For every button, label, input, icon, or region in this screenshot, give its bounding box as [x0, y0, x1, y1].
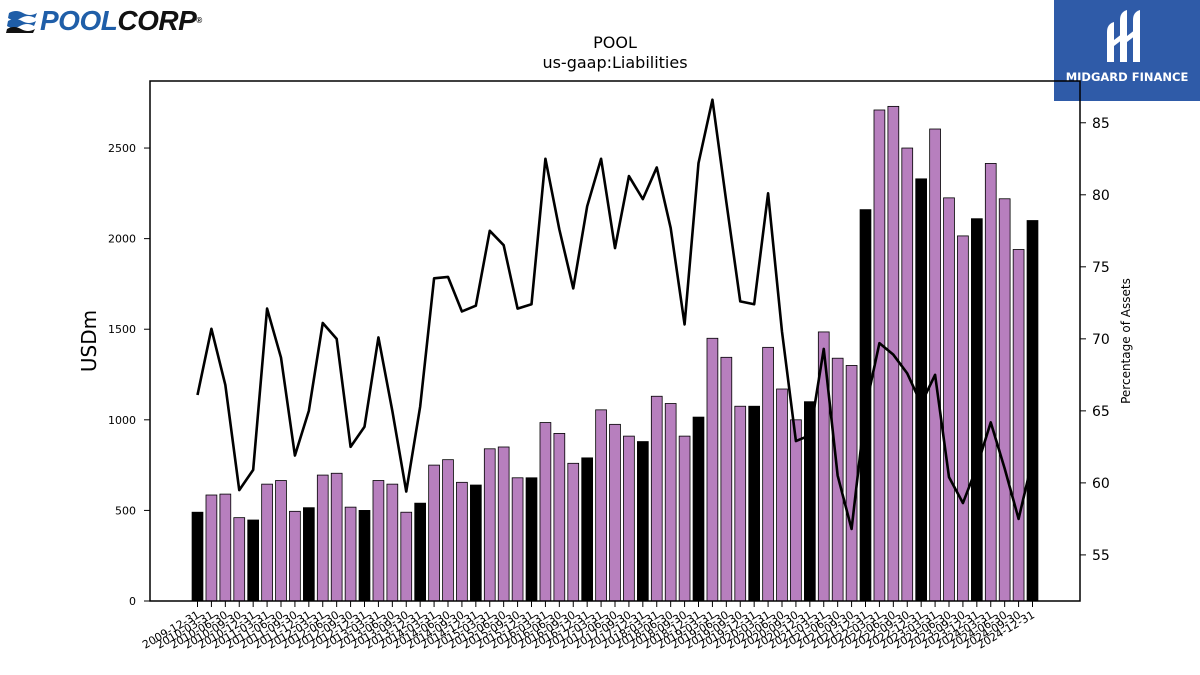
- chart-title: POOL: [593, 33, 637, 52]
- bar-2023-12-31: [971, 218, 983, 602]
- y-axis-left: 0 500 1000 1500 2000 2500: [108, 142, 150, 608]
- bar-2024-12-31: [1026, 220, 1039, 602]
- y-axis-label: USDm: [77, 310, 101, 372]
- bar-2011-03-31: [261, 483, 273, 602]
- bar-2012-09-30: [344, 506, 357, 602]
- bar-2016-06-30: [553, 432, 566, 602]
- y-tick-label: 1000: [108, 414, 136, 427]
- bar-2017-06-30: [609, 423, 621, 602]
- bar-2020-09-30: [790, 419, 802, 602]
- bar-2012-06-30: [330, 472, 343, 602]
- bar-2015-06-30: [497, 446, 510, 602]
- y2-tick-label: 80: [1092, 188, 1110, 204]
- y2-tick-label: 65: [1092, 404, 1110, 420]
- bar-2023-09-30: [957, 235, 969, 602]
- bar-2020-06-30: [776, 388, 788, 602]
- bar-2019-09-30: [734, 405, 747, 602]
- bar-2023-03-31: [929, 128, 941, 602]
- bar-2023-06-30: [943, 197, 955, 602]
- y-tick-label: 2000: [108, 233, 136, 246]
- bar-2016-12-31: [581, 457, 593, 602]
- bar-2024-03-31: [984, 163, 997, 602]
- bar-2012-03-31: [316, 474, 329, 602]
- bar-2012-12-31: [358, 510, 371, 602]
- chart-subtitle: us-gaap:Liabilities: [542, 53, 687, 72]
- bar-2013-12-31: [414, 502, 426, 602]
- y-tick-label: 2500: [108, 142, 136, 155]
- bar-2017-03-31: [595, 409, 607, 602]
- bar-2018-06-30: [664, 403, 677, 602]
- logo-text-corp: CORP: [117, 5, 197, 36]
- y2-tick-label: 85: [1092, 116, 1110, 132]
- y2-tick-label: 60: [1092, 476, 1110, 492]
- y2-tick-label: 55: [1092, 548, 1110, 564]
- bar-2021-09-30: [845, 365, 858, 602]
- y-tick-label: 0: [129, 595, 136, 608]
- bar-2024-06-30: [998, 198, 1011, 602]
- bar-2015-09-30: [511, 477, 524, 602]
- wave-stripes-icon: [6, 11, 37, 33]
- bar-2016-09-30: [567, 462, 580, 602]
- midgard-finance-badge: MIDGARD FINANCE: [1054, 0, 1200, 101]
- logo-text-pool: POOL: [40, 5, 118, 36]
- bar-2019-03-31: [706, 337, 719, 602]
- bar-2015-03-31: [483, 448, 496, 602]
- y-axis-right: 55 60 65 70 75 80 85: [1080, 116, 1110, 564]
- bar-2015-12-31: [525, 477, 538, 602]
- poolcorp-logo: POOLCORP®: [6, 4, 216, 38]
- bar-2017-09-30: [623, 435, 635, 602]
- bar-2011-12-31: [303, 507, 315, 602]
- bar-2019-06-30: [720, 356, 733, 602]
- midgard-m-logo-icon: [1107, 10, 1140, 62]
- bar-2020-03-31: [762, 346, 774, 602]
- bar-2016-03-31: [539, 422, 552, 602]
- bar-2017-12-31: [637, 441, 649, 602]
- percentage-line: [196, 98, 1034, 531]
- bar-2018-12-31: [692, 416, 705, 602]
- bar-2010-06-30: [219, 493, 232, 602]
- bar-2010-09-30: [233, 517, 246, 602]
- bar-2010-03-31: [205, 494, 218, 602]
- brand-name: MIDGARD FINANCE: [1065, 70, 1189, 84]
- bar-2009-12-31: [191, 511, 204, 602]
- bar-2013-03-31: [372, 480, 385, 602]
- y-tick-label: 500: [115, 504, 136, 517]
- bar-2018-03-31: [650, 395, 663, 602]
- bar-2019-12-31: [748, 405, 760, 602]
- bar-2014-09-30: [456, 481, 468, 602]
- y2-tick-label: 75: [1092, 260, 1110, 276]
- bar-2022-12-31: [915, 178, 927, 602]
- y-tick-label: 1500: [108, 323, 136, 336]
- x-axis: 2009-12-312010-03-312010-06-302010-09-30…: [140, 601, 1037, 652]
- bar-2024-09-30: [1012, 249, 1025, 602]
- bar-2014-06-30: [442, 459, 454, 602]
- bar-2010-12-31: [247, 519, 260, 602]
- bar-2011-09-30: [289, 510, 301, 602]
- bar-2018-09-30: [678, 435, 691, 602]
- bar-2013-09-30: [400, 511, 413, 602]
- bar-2014-12-31: [470, 484, 482, 602]
- bar-2011-06-30: [275, 480, 287, 602]
- y2-axis-label: Percentage of Assets: [1119, 278, 1133, 404]
- bar-2014-03-31: [428, 464, 440, 602]
- bar-2013-06-30: [386, 483, 399, 602]
- y2-tick-label: 70: [1092, 332, 1110, 348]
